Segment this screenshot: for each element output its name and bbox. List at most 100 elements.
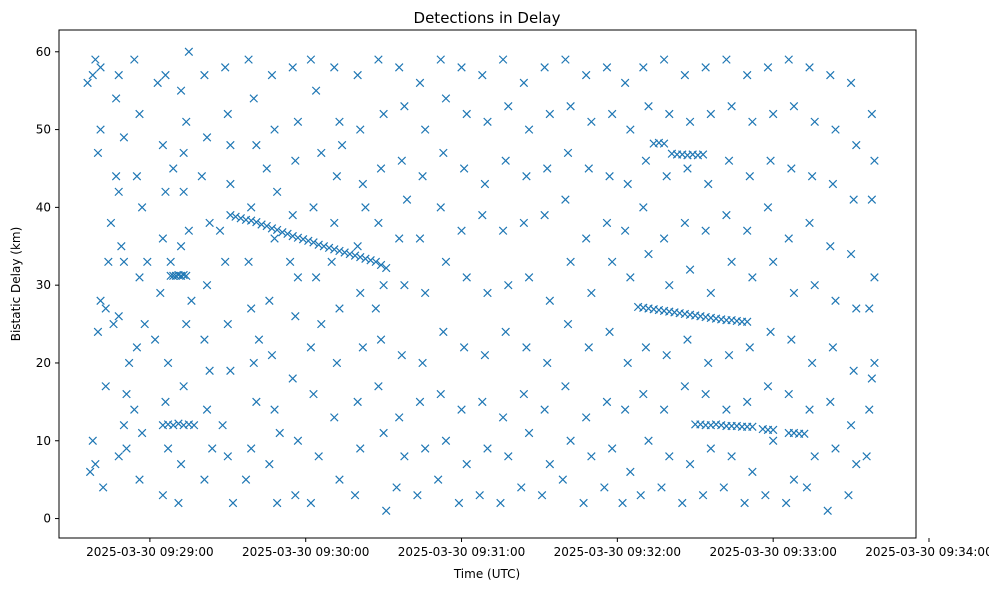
data-point	[272, 187, 282, 197]
data-point	[662, 350, 671, 360]
x-tick-label: 2025-03-30 09:30:00	[242, 545, 369, 559]
data-point	[524, 273, 534, 282]
data-point	[176, 86, 186, 95]
data-point	[236, 214, 246, 223]
data-point	[353, 397, 362, 407]
data-point	[607, 109, 617, 119]
data-point	[524, 428, 534, 438]
data-point	[800, 429, 809, 438]
data-point	[106, 218, 116, 228]
data-point	[852, 140, 861, 150]
data-point	[504, 280, 513, 290]
data-point	[119, 257, 129, 267]
data-point	[519, 389, 529, 399]
data-point	[226, 179, 235, 189]
data-point	[602, 397, 612, 407]
data-point	[867, 109, 877, 119]
data-point	[784, 234, 793, 243]
data-point	[766, 327, 775, 337]
data-point	[742, 397, 752, 407]
data-point	[545, 109, 555, 119]
data-point	[163, 358, 173, 368]
data-point	[184, 47, 194, 57]
data-point	[659, 234, 669, 243]
data-point	[543, 164, 552, 173]
data-point	[602, 63, 612, 72]
data-point	[639, 203, 648, 212]
data-point	[252, 217, 261, 227]
data-point	[789, 288, 799, 298]
data-point	[540, 210, 549, 220]
data-point	[402, 195, 412, 204]
data-point	[111, 94, 121, 103]
data-point	[207, 444, 217, 453]
data-point	[748, 422, 757, 431]
y-tick-label: 0	[43, 512, 51, 526]
data-point	[457, 226, 466, 235]
data-point	[727, 452, 736, 461]
data-point	[298, 235, 308, 244]
data-point	[870, 358, 879, 368]
data-point	[197, 172, 207, 181]
data-point	[665, 452, 674, 461]
data-point	[641, 156, 651, 165]
data-point	[265, 459, 274, 469]
data-point	[309, 238, 318, 247]
data-point	[114, 452, 123, 461]
data-point	[826, 70, 835, 80]
data-point	[561, 382, 570, 391]
data-point	[657, 483, 666, 492]
data-point	[683, 335, 692, 344]
data-point	[807, 172, 817, 181]
data-point	[420, 288, 430, 298]
data-point	[680, 382, 690, 391]
data-point	[722, 55, 731, 64]
data-point	[215, 226, 225, 235]
data-point	[561, 195, 570, 204]
y-axis-label: Bistatic Delay (km)	[9, 227, 23, 342]
data-point	[252, 397, 261, 407]
data-point	[805, 63, 814, 72]
data-point	[85, 467, 95, 477]
data-point	[852, 304, 861, 313]
data-point	[867, 374, 877, 383]
data-point	[478, 210, 487, 220]
x-tick-label: 2025-03-30 09:32:00	[554, 545, 681, 559]
data-point	[519, 78, 529, 88]
data-point	[828, 179, 838, 189]
data-point	[220, 63, 230, 72]
data-point	[104, 257, 113, 267]
data-point	[309, 389, 318, 399]
x-tick-label: 2025-03-30 09:33:00	[709, 545, 836, 559]
x-tick-label: 2025-03-30 09:29:00	[86, 545, 213, 559]
data-point	[462, 109, 471, 119]
data-point	[644, 249, 653, 259]
data-point	[96, 125, 105, 134]
data-point	[96, 296, 105, 305]
data-point	[768, 436, 778, 445]
data-point	[748, 273, 757, 282]
data-point	[459, 343, 469, 352]
data-point	[415, 234, 425, 243]
data-point	[241, 475, 251, 484]
data-point	[724, 156, 734, 165]
data-point	[371, 304, 381, 313]
data-point	[345, 249, 355, 259]
data-point	[698, 150, 708, 159]
data-point	[810, 452, 819, 461]
data-point	[293, 273, 303, 282]
data-point	[374, 218, 383, 228]
data-point	[257, 220, 266, 229]
data-point	[789, 475, 799, 484]
data-point	[727, 102, 736, 111]
data-point	[114, 187, 123, 197]
data-point	[768, 109, 778, 119]
data-point	[810, 280, 819, 290]
data-point	[498, 226, 508, 235]
data-point	[457, 63, 466, 72]
data-point	[701, 389, 710, 399]
data-point	[265, 296, 274, 305]
data-point	[174, 419, 183, 428]
data-point	[659, 55, 669, 64]
data-point	[119, 133, 129, 142]
